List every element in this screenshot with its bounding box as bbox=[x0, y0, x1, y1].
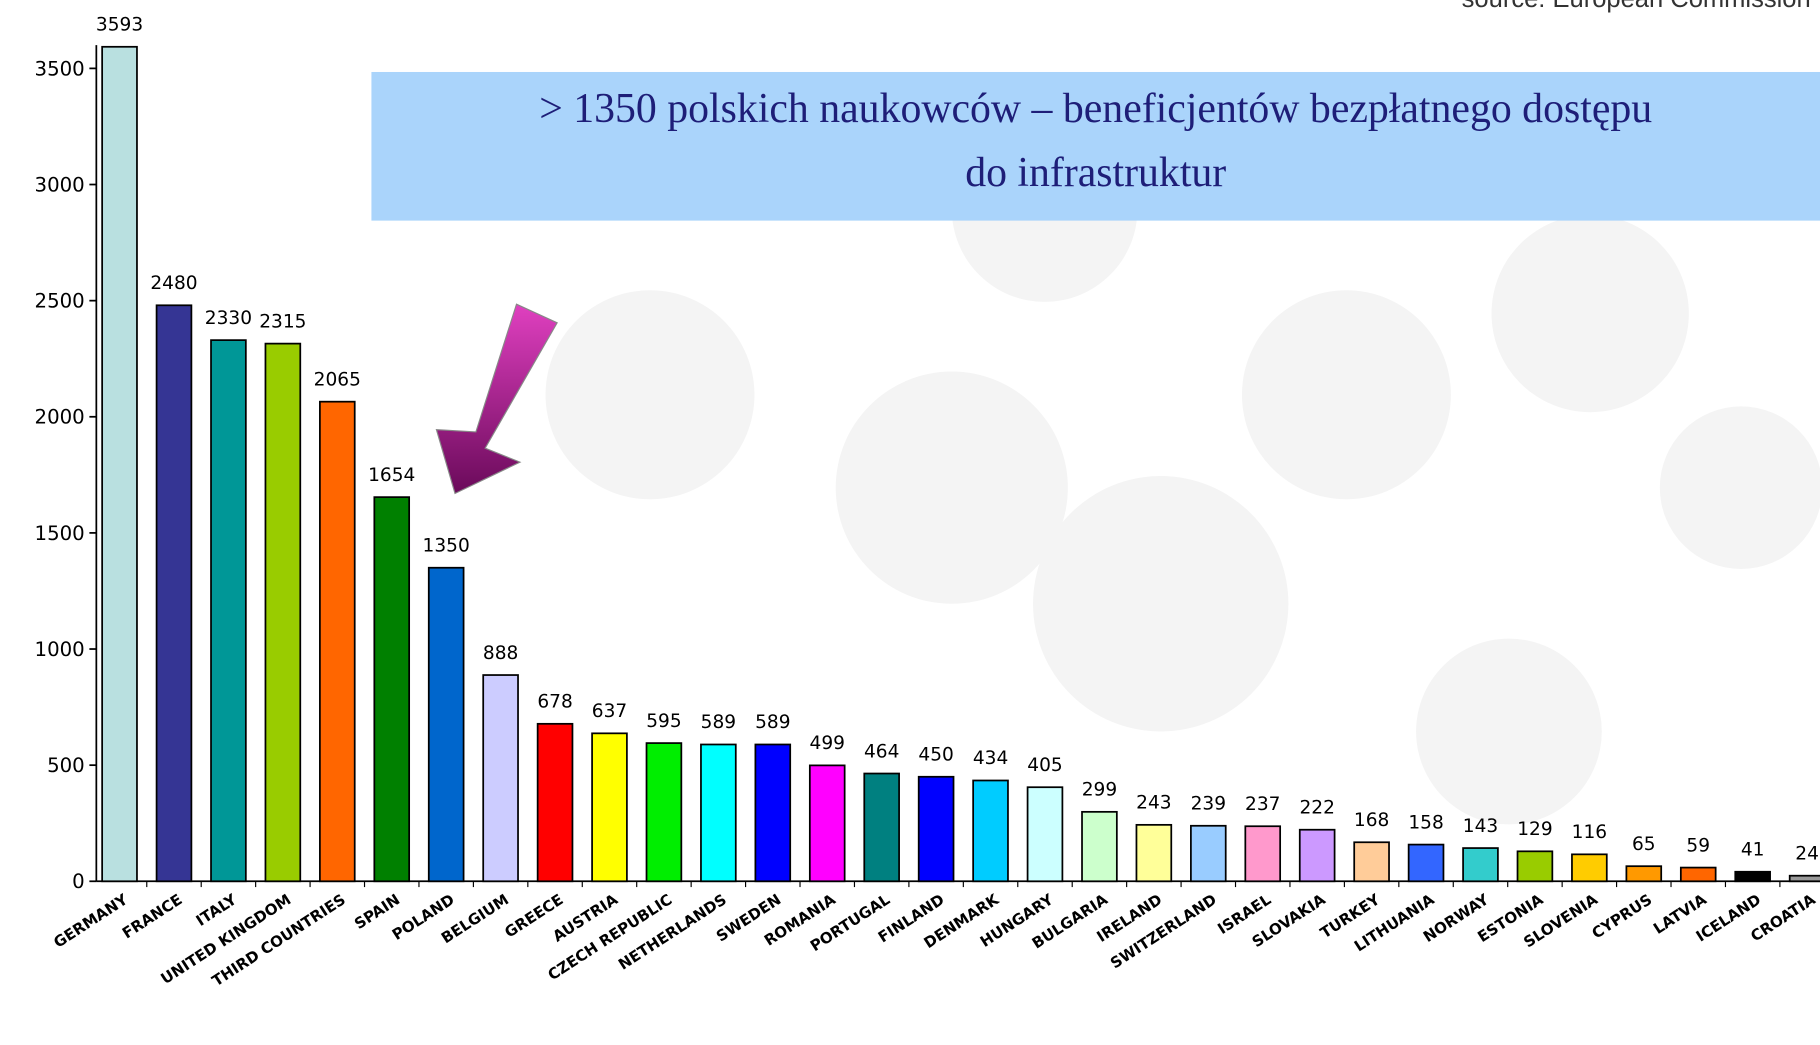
y-tick-label: 0 bbox=[72, 870, 85, 893]
bar bbox=[1353, 841, 1390, 883]
value-label: 589 bbox=[701, 712, 736, 733]
bar bbox=[1788, 874, 1820, 883]
bar bbox=[917, 775, 955, 883]
y-tick-label: 500 bbox=[47, 754, 85, 777]
value-label: 3593 bbox=[96, 15, 143, 36]
y-tick-label: 2500 bbox=[35, 290, 85, 313]
bar bbox=[1026, 786, 1064, 883]
bar bbox=[101, 45, 138, 883]
bar bbox=[1462, 847, 1499, 883]
value-label: 143 bbox=[1463, 816, 1498, 837]
value-label: 888 bbox=[483, 643, 518, 664]
value-label: 589 bbox=[755, 712, 790, 733]
value-label: 678 bbox=[537, 692, 572, 713]
bar bbox=[1407, 843, 1445, 883]
bar bbox=[427, 566, 465, 883]
value-label: 2330 bbox=[205, 308, 252, 329]
value-label: 222 bbox=[1299, 797, 1334, 818]
value-label: 2315 bbox=[259, 311, 306, 332]
value-label: 1350 bbox=[423, 535, 470, 556]
source-note: source: European Commission bbox=[1462, 0, 1811, 13]
value-label: 637 bbox=[592, 701, 627, 722]
arrow bbox=[435, 303, 558, 495]
y-tick-label: 1000 bbox=[35, 638, 85, 661]
value-label: 243 bbox=[1136, 793, 1171, 814]
bar bbox=[972, 779, 1009, 883]
value-label: 2065 bbox=[314, 369, 361, 390]
bar bbox=[482, 674, 519, 883]
annotation-line: do infrastruktur bbox=[965, 150, 1226, 196]
y-tick-label: 3000 bbox=[35, 173, 85, 196]
x-tick-label: FRANCE bbox=[119, 890, 185, 942]
bar bbox=[536, 722, 574, 883]
value-label: 595 bbox=[646, 711, 681, 732]
background-pattern bbox=[545, 116, 1820, 825]
value-label: 24 bbox=[1795, 843, 1819, 864]
value-label: 129 bbox=[1517, 819, 1552, 840]
bar bbox=[645, 742, 683, 883]
bar bbox=[210, 339, 247, 883]
value-label: 405 bbox=[1027, 755, 1062, 776]
value-label: 299 bbox=[1082, 780, 1117, 801]
value-label: 116 bbox=[1572, 822, 1607, 843]
bar bbox=[155, 304, 193, 883]
bar bbox=[1081, 810, 1118, 883]
bar bbox=[1516, 850, 1554, 883]
value-label: 237 bbox=[1245, 794, 1280, 815]
bar bbox=[264, 342, 302, 883]
bar bbox=[319, 400, 356, 883]
bar bbox=[1571, 853, 1608, 883]
bar bbox=[1298, 828, 1336, 883]
value-label: 168 bbox=[1354, 810, 1389, 831]
annotation-box bbox=[371, 71, 1820, 221]
annotation-line: > 1350 polskich naukowców – beneficjentó… bbox=[539, 86, 1652, 132]
x-tick-label: GERMANY bbox=[50, 890, 132, 952]
value-label: 464 bbox=[864, 741, 899, 762]
value-label: 59 bbox=[1686, 835, 1710, 856]
bar bbox=[373, 496, 411, 883]
value-label: 239 bbox=[1191, 794, 1226, 815]
value-label: 1654 bbox=[368, 465, 415, 486]
value-label: 158 bbox=[1408, 812, 1443, 833]
bar bbox=[1135, 823, 1173, 883]
value-label: 65 bbox=[1632, 834, 1656, 855]
y-tick-label: 3500 bbox=[35, 57, 85, 80]
value-label: 41 bbox=[1741, 840, 1765, 861]
bar bbox=[1734, 870, 1771, 883]
bar bbox=[1244, 825, 1282, 883]
value-label: 499 bbox=[810, 733, 845, 754]
value-label: 2480 bbox=[150, 273, 197, 294]
bar bbox=[1625, 865, 1663, 883]
bar bbox=[1190, 824, 1227, 883]
bar bbox=[754, 743, 792, 883]
y-tick-label: 2000 bbox=[35, 406, 85, 429]
value-label: 450 bbox=[918, 745, 953, 766]
x-tick-label: CYPRUS bbox=[1589, 890, 1656, 942]
bar bbox=[700, 743, 737, 883]
value-label: 434 bbox=[973, 748, 1008, 769]
y-tick-label: 1500 bbox=[35, 522, 85, 545]
bar bbox=[591, 732, 628, 883]
bar bbox=[863, 772, 900, 883]
bar bbox=[1679, 866, 1717, 883]
bar bbox=[808, 764, 846, 883]
